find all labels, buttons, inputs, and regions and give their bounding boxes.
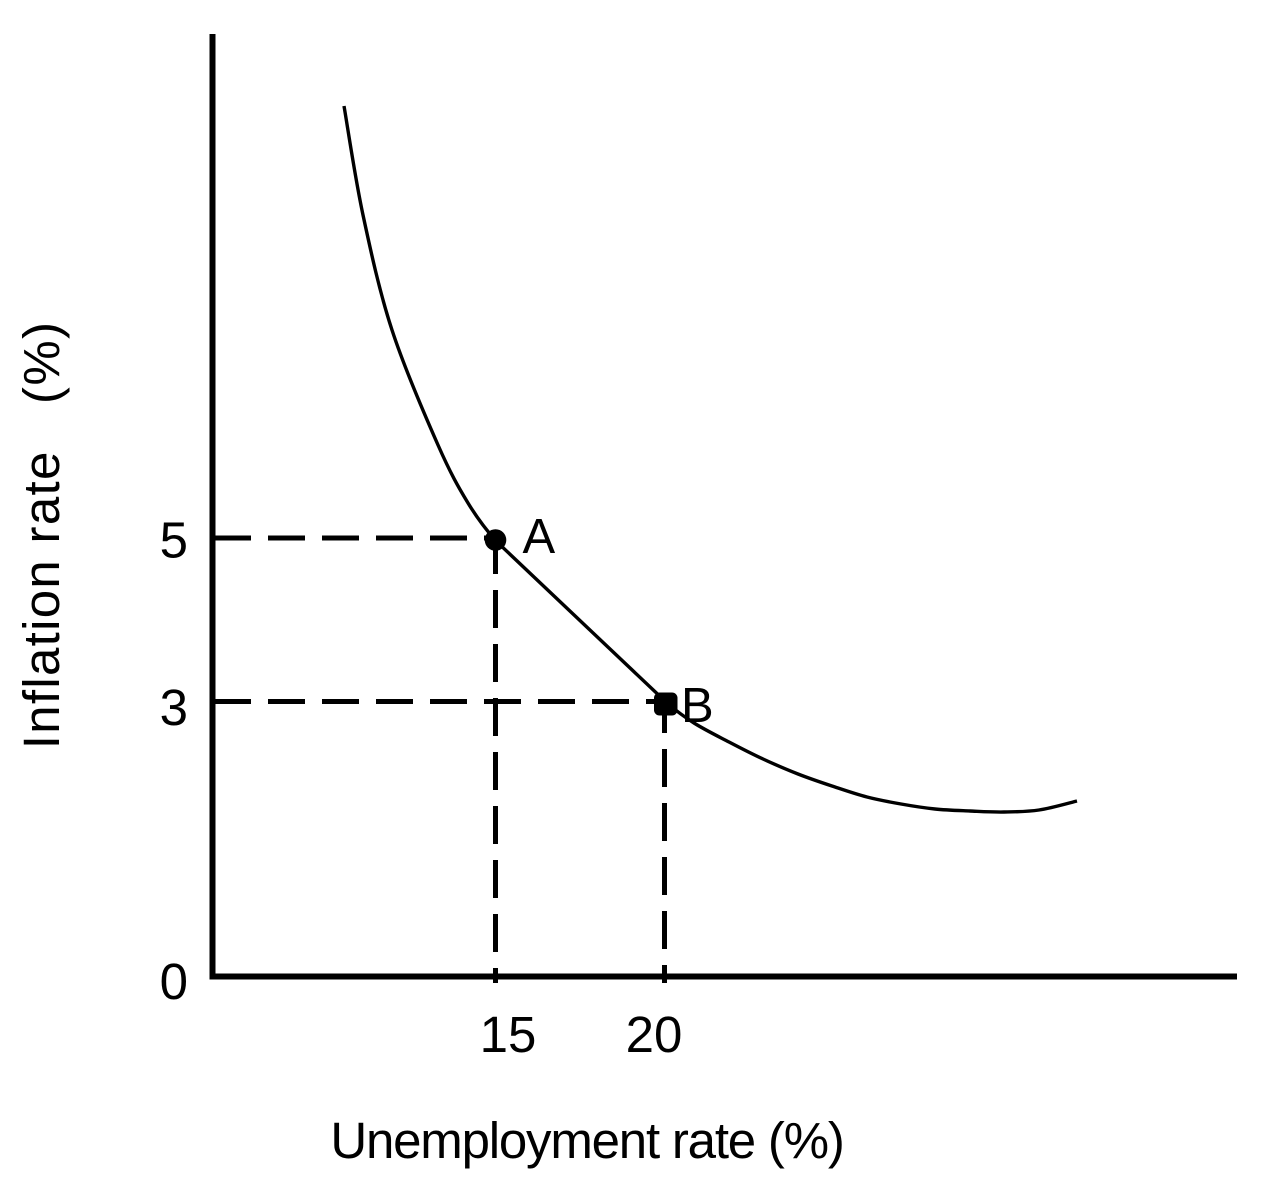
svg-text:A: A [523,510,556,564]
svg-text:20: 20 [626,1006,683,1063]
svg-text:Unemployment rate (%): Unemployment rate (%) [330,1112,843,1169]
svg-text:15: 15 [480,1006,537,1063]
svg-text:B: B [681,679,714,733]
svg-text:3: 3 [160,679,188,736]
svg-text:0: 0 [160,953,188,1010]
svg-text:5: 5 [160,512,188,569]
svg-text:Inflation rate (%): Inflation rate (%) [13,321,70,750]
